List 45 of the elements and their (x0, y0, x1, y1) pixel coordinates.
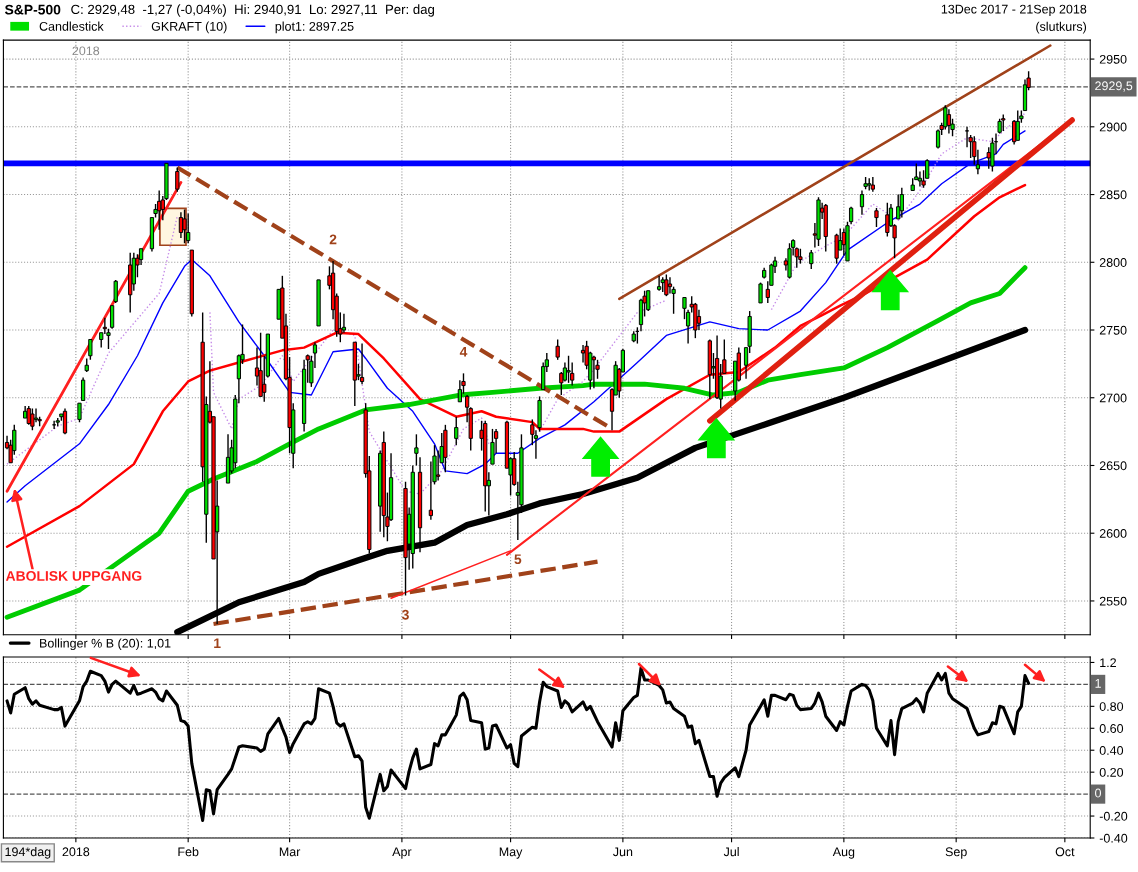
chart-subtitle: C: 2929,48 -1,27 (-0,04%) Hi: 2940,91 Lo: 2927,11 Per: dag (71, 4, 435, 17)
ref-line-label: 0 (1095, 788, 1102, 798)
legend-label: plot1: 2897.25 (275, 21, 354, 34)
legend-label: Candlestick (39, 21, 104, 31)
y-tick-label: 0.20 (1099, 767, 1124, 777)
x-tick-label: Feb (178, 847, 199, 857)
x-tick-label: Oct (1055, 847, 1075, 857)
x-tick-label: Apr (392, 847, 412, 859)
y-tick-label: 1.2 (1100, 658, 1116, 667)
y-tick-label: 0.60 (1099, 724, 1124, 733)
x-tick-label: 2018 (62, 847, 90, 857)
annotation: 4 (459, 347, 468, 357)
y-tick-label: 2750 (1099, 325, 1127, 335)
y-tick-label: -0.40 (1099, 833, 1128, 843)
y-tick-label: 2850 (1099, 190, 1127, 200)
text: 13Dec 2017 - 21Sep 2018 (941, 4, 1087, 17)
annotation: 2018 (72, 46, 100, 56)
x-tick-label: May (499, 847, 523, 859)
y-tick-label: 2900 (1099, 122, 1127, 132)
text: (slutkurs) (1036, 21, 1087, 34)
chart-title: S&P-500 (4, 4, 61, 15)
legend-label: Bollinger % B (20): 1,01 (40, 638, 171, 651)
annotation: 1 (214, 638, 221, 648)
x-tick-label: Aug (832, 847, 855, 859)
y-tick-label: 2800 (1099, 258, 1127, 267)
x-tick-label: Jul (723, 847, 739, 857)
annotation: 3 (401, 609, 409, 620)
x-tick-label: Mar (279, 847, 301, 857)
annotation: ABOLISK UPPGANG (5, 571, 142, 581)
y-tick-label: 2650 (1099, 461, 1127, 471)
y-tick-label: 2700 (1099, 393, 1127, 403)
ref-line-label: 1 (1095, 679, 1101, 688)
annotation: 5 (514, 554, 522, 565)
x-tick-label: Sep (945, 847, 967, 859)
y-tick-label: 2600 (1099, 529, 1127, 538)
text: 194*dag (5, 846, 51, 859)
legend-label: GKRAFT (10) (151, 21, 227, 34)
x-tick-label: Jun (613, 847, 633, 857)
y-tick-label: 0.80 (1099, 702, 1124, 711)
annotation: 2 (329, 234, 337, 245)
y-tick-label: -0.20 (1099, 811, 1128, 821)
ref-line-label: 2929,5 (1095, 81, 1133, 92)
y-tick-label: 2950 (1099, 54, 1127, 64)
y-tick-label: 0.40 (1099, 746, 1124, 755)
y-tick-label: 2550 (1099, 596, 1127, 606)
